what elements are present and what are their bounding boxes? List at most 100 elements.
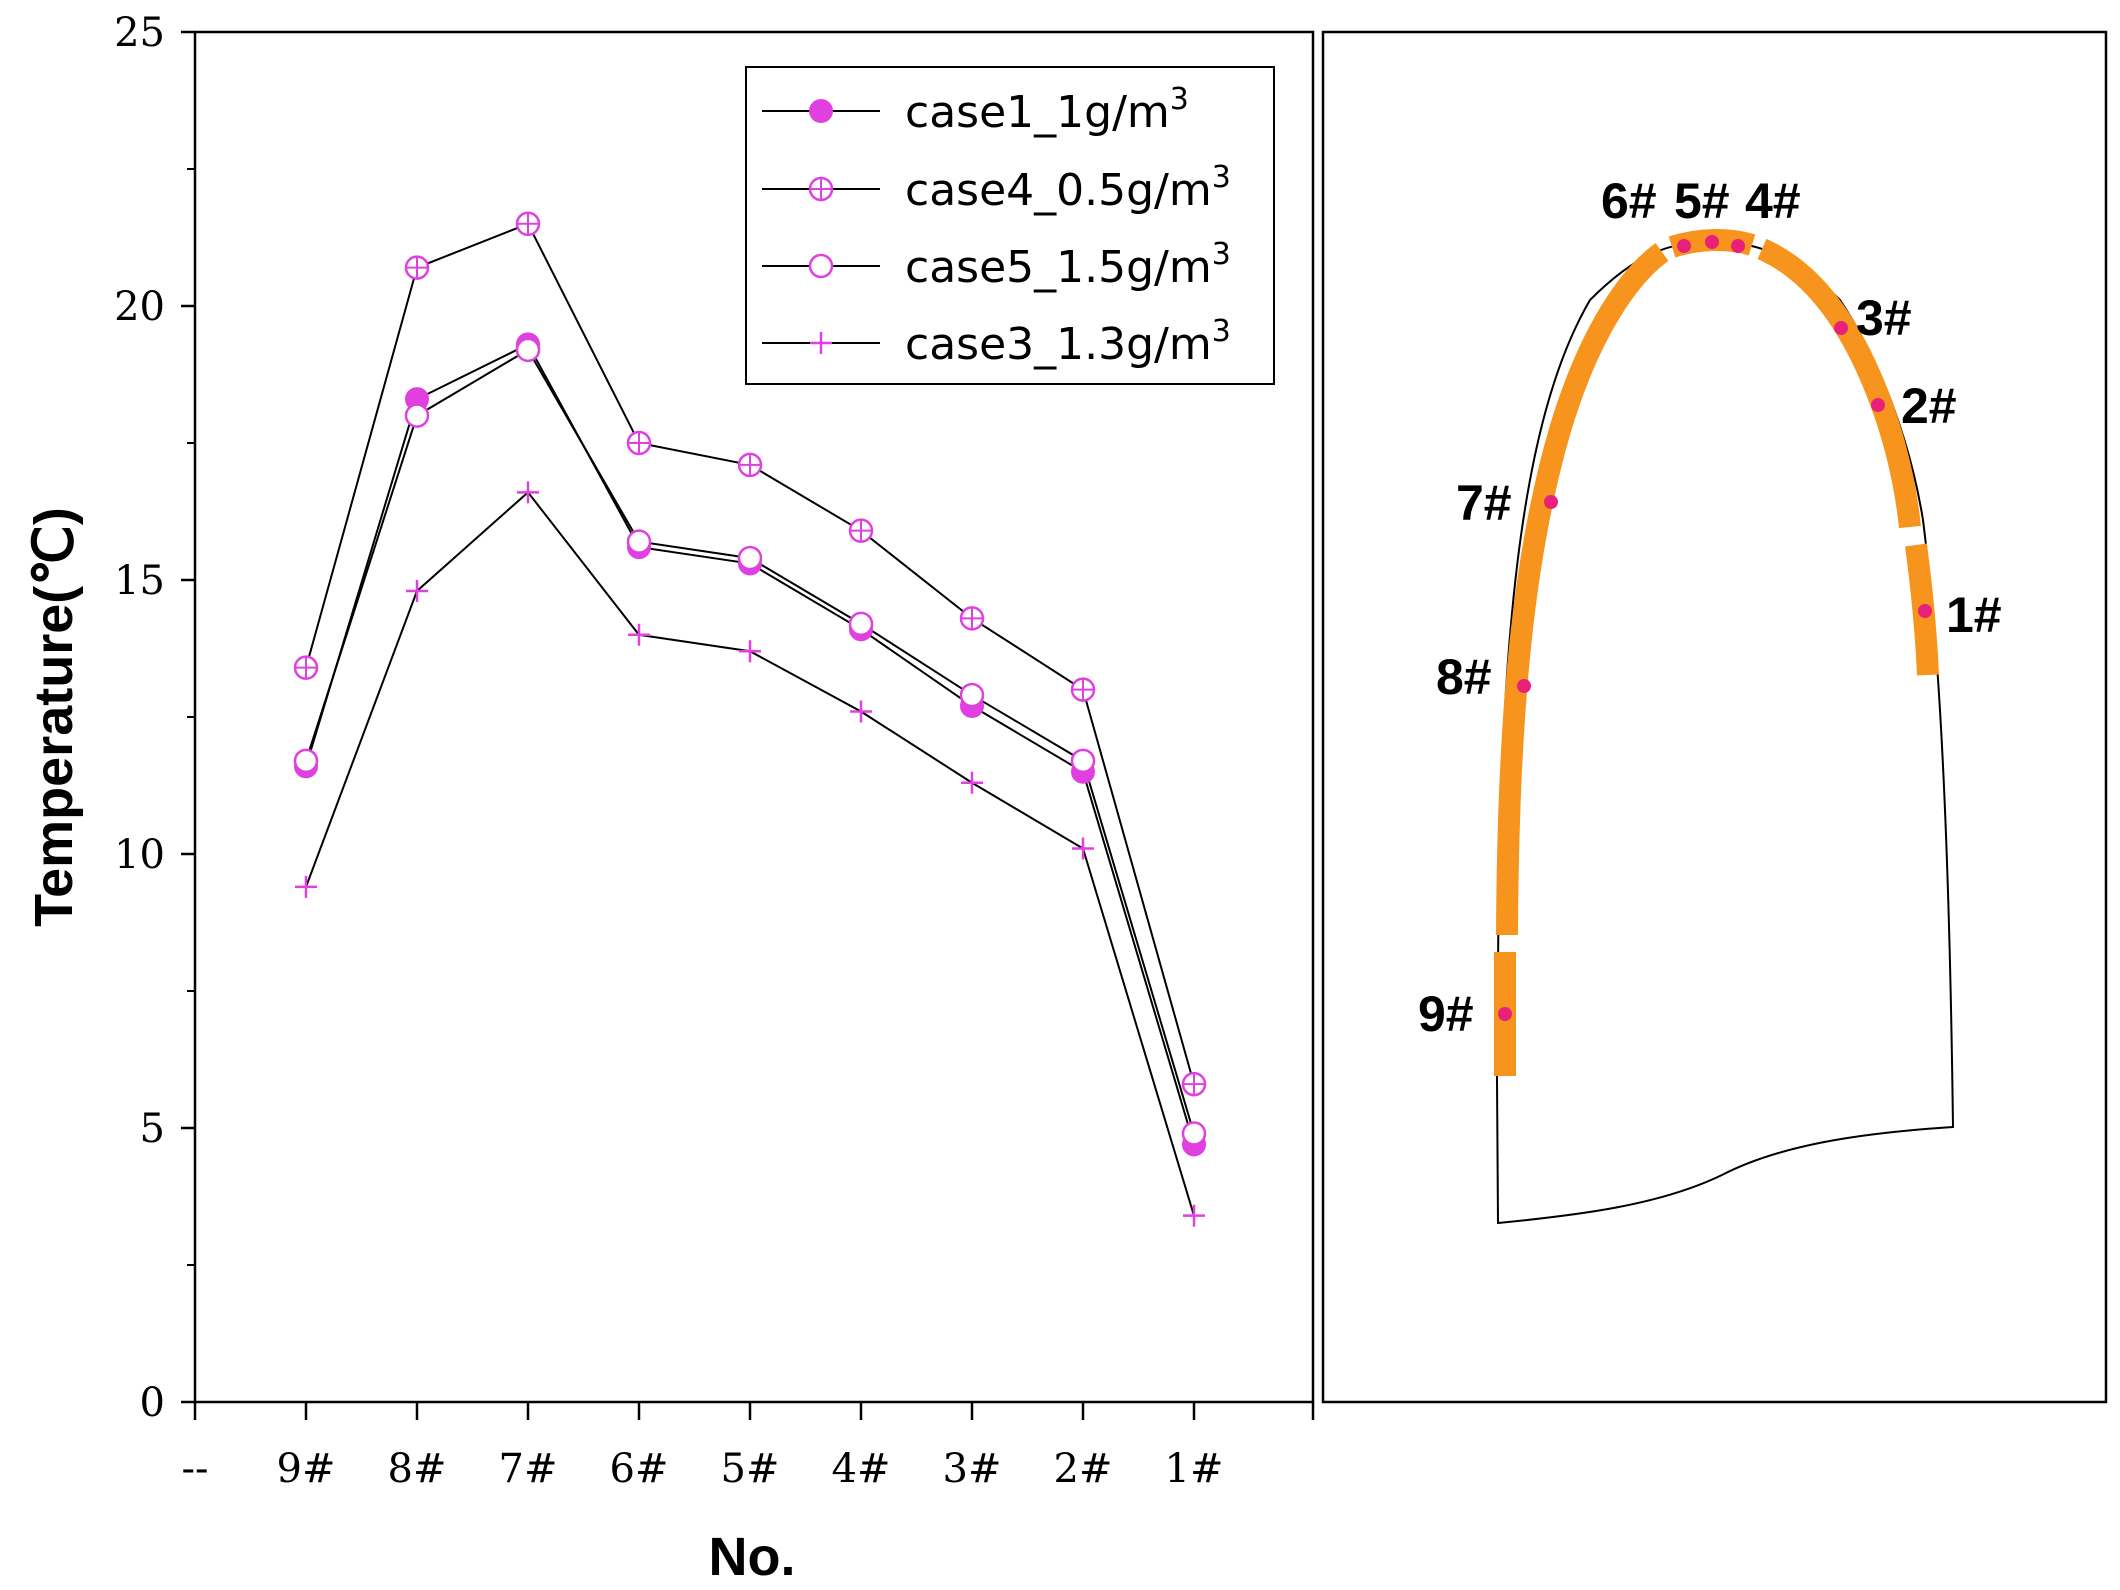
y-tick-label: 5 xyxy=(140,1106,165,1152)
legend-label-superscript: 3 xyxy=(1170,82,1189,117)
y-axis-title: Temperature(℃) xyxy=(24,507,84,927)
sensor-label-9: 9# xyxy=(1418,986,1474,1042)
legend-label: case3_1.3g/m3 xyxy=(905,314,1231,370)
series-3-point-shape xyxy=(848,611,874,637)
legend-marker-shape xyxy=(808,253,834,279)
y-axis: 0 5 10 15 20 25 xyxy=(114,10,195,1426)
series-2-point xyxy=(959,606,985,631)
series-3-point xyxy=(515,337,541,363)
y-tick-label: 25 xyxy=(114,10,165,56)
legend-label-superscript: 3 xyxy=(1212,237,1231,272)
series-3-point xyxy=(404,403,430,428)
series-2-point xyxy=(515,211,541,237)
series-2-point xyxy=(1181,1071,1207,1097)
series-4-point xyxy=(406,579,428,602)
sensor-label-4: 4# xyxy=(1745,173,1801,229)
series-3-point xyxy=(293,748,319,774)
y-tick-label: 20 xyxy=(114,284,165,330)
series-2-point xyxy=(626,430,652,456)
series-2-point xyxy=(737,452,763,478)
series-3-point-shape xyxy=(626,529,652,554)
series-3-point xyxy=(1181,1121,1207,1146)
x-tick-label: 7# xyxy=(499,1446,558,1492)
sensor-dots xyxy=(1498,235,1932,1021)
x-tick-label: 4# xyxy=(832,1446,891,1492)
series-3-point xyxy=(737,545,763,571)
legend-frame xyxy=(745,66,1275,385)
series-3-point xyxy=(848,611,874,637)
y-tick-label: 0 xyxy=(140,1380,165,1426)
sensor-dot-5 xyxy=(1705,235,1719,249)
lining-segment-right xyxy=(1757,238,1921,529)
series-3-point xyxy=(1070,748,1096,774)
legend-marker xyxy=(810,332,832,354)
series-3-point xyxy=(959,682,985,708)
series-4-point xyxy=(850,700,872,723)
temperature-chart: 0 5 10 15 20 25 -- 9# 8# 7# 6# 5# 4# 3# 2# 1# case1_1g… xyxy=(24,10,1315,1587)
diagram-frame xyxy=(1321,30,2108,1404)
series-3-point-shape xyxy=(1070,748,1096,774)
sensor-dot-4 xyxy=(1731,239,1745,253)
series-3-point-shape xyxy=(1181,1121,1207,1146)
legend-marker xyxy=(808,253,834,279)
x-tick-label: -- xyxy=(181,1446,208,1492)
legend-item: case1_1g/m3 xyxy=(762,82,1189,138)
sensor-dot-7 xyxy=(1544,495,1558,509)
series-2-point xyxy=(848,518,874,543)
sensor-label-7: 7# xyxy=(1456,475,1512,531)
lining-segment-left xyxy=(1496,243,1669,936)
y-tick-label: 15 xyxy=(114,558,165,604)
sensor-dot-6 xyxy=(1677,239,1691,253)
sensor-label-3: 3# xyxy=(1856,290,1912,346)
x-tick-label: 9# xyxy=(277,1446,336,1492)
series-3-point-shape xyxy=(959,682,985,708)
legend-item: case4_0.5g/m3 xyxy=(762,160,1231,216)
series-4-point xyxy=(739,640,761,663)
series-3-point-shape xyxy=(293,748,319,774)
legend-label: case1_1g/m3 xyxy=(905,82,1189,138)
legend: case1_1g/m3 case4_0.5g/m3 case5_1.5g/m3cas… xyxy=(745,66,1275,385)
series-4-point xyxy=(628,623,650,646)
series-4-point xyxy=(1072,837,1094,860)
x-tick-label: 8# xyxy=(388,1446,447,1492)
legend-item: case3_1.3g/m3 xyxy=(762,314,1231,370)
x-tick-label: 2# xyxy=(1054,1446,1113,1492)
sensor-label-1: 1# xyxy=(1946,587,2002,643)
legend-label-superscript: 3 xyxy=(1212,314,1231,349)
series-3-point xyxy=(626,529,652,554)
series-layer xyxy=(293,211,1207,1227)
sensor-dot-2 xyxy=(1871,398,1885,412)
sensor-dot-3 xyxy=(1834,321,1848,335)
series-2-point xyxy=(404,255,430,280)
sensor-label-5: 5# xyxy=(1674,173,1730,229)
tunnel-diagram: 6# 5# 4# 3# 2# 7# 1# 8# 9# xyxy=(1321,30,2108,1404)
series-line-4 xyxy=(305,490,1195,1216)
legend-label-superscript: 3 xyxy=(1212,160,1231,195)
legend-marker-shape xyxy=(809,99,833,123)
x-tick-label: 5# xyxy=(721,1446,780,1492)
x-axis: -- 9# 8# 7# 6# 5# 4# 3# 2# 1# xyxy=(181,1402,1315,1492)
legend-marker xyxy=(808,176,834,202)
sensor-label-2: 2# xyxy=(1901,378,1957,434)
x-tick-label: 3# xyxy=(943,1446,1002,1492)
sensor-label-6: 6# xyxy=(1601,173,1657,229)
x-axis-title: No. xyxy=(709,1527,796,1587)
series-4-point xyxy=(295,875,317,898)
series-4-point xyxy=(961,771,983,794)
series-3-point-shape xyxy=(737,545,763,571)
series-4-point xyxy=(517,481,539,504)
sensor-dot-1 xyxy=(1918,604,1932,618)
series-2-point xyxy=(1070,677,1096,702)
series-3-point-shape xyxy=(404,403,430,428)
legend-label: case4_0.5g/m3 xyxy=(905,160,1231,216)
legend-label: case5_1.5g/m3 xyxy=(905,237,1231,293)
x-tick-label: 6# xyxy=(610,1446,669,1492)
series-3-point-shape xyxy=(515,337,541,363)
series-4-point xyxy=(1183,1204,1205,1227)
x-tick-label: 1# xyxy=(1165,1446,1224,1492)
sensor-label-8: 8# xyxy=(1436,649,1492,705)
legend-item: case5_1.5g/m3 xyxy=(762,237,1231,293)
lining xyxy=(1494,229,1939,1076)
sensor-labels: 6# 5# 4# 3# 2# 7# 1# 8# 9# xyxy=(1418,173,2002,1042)
